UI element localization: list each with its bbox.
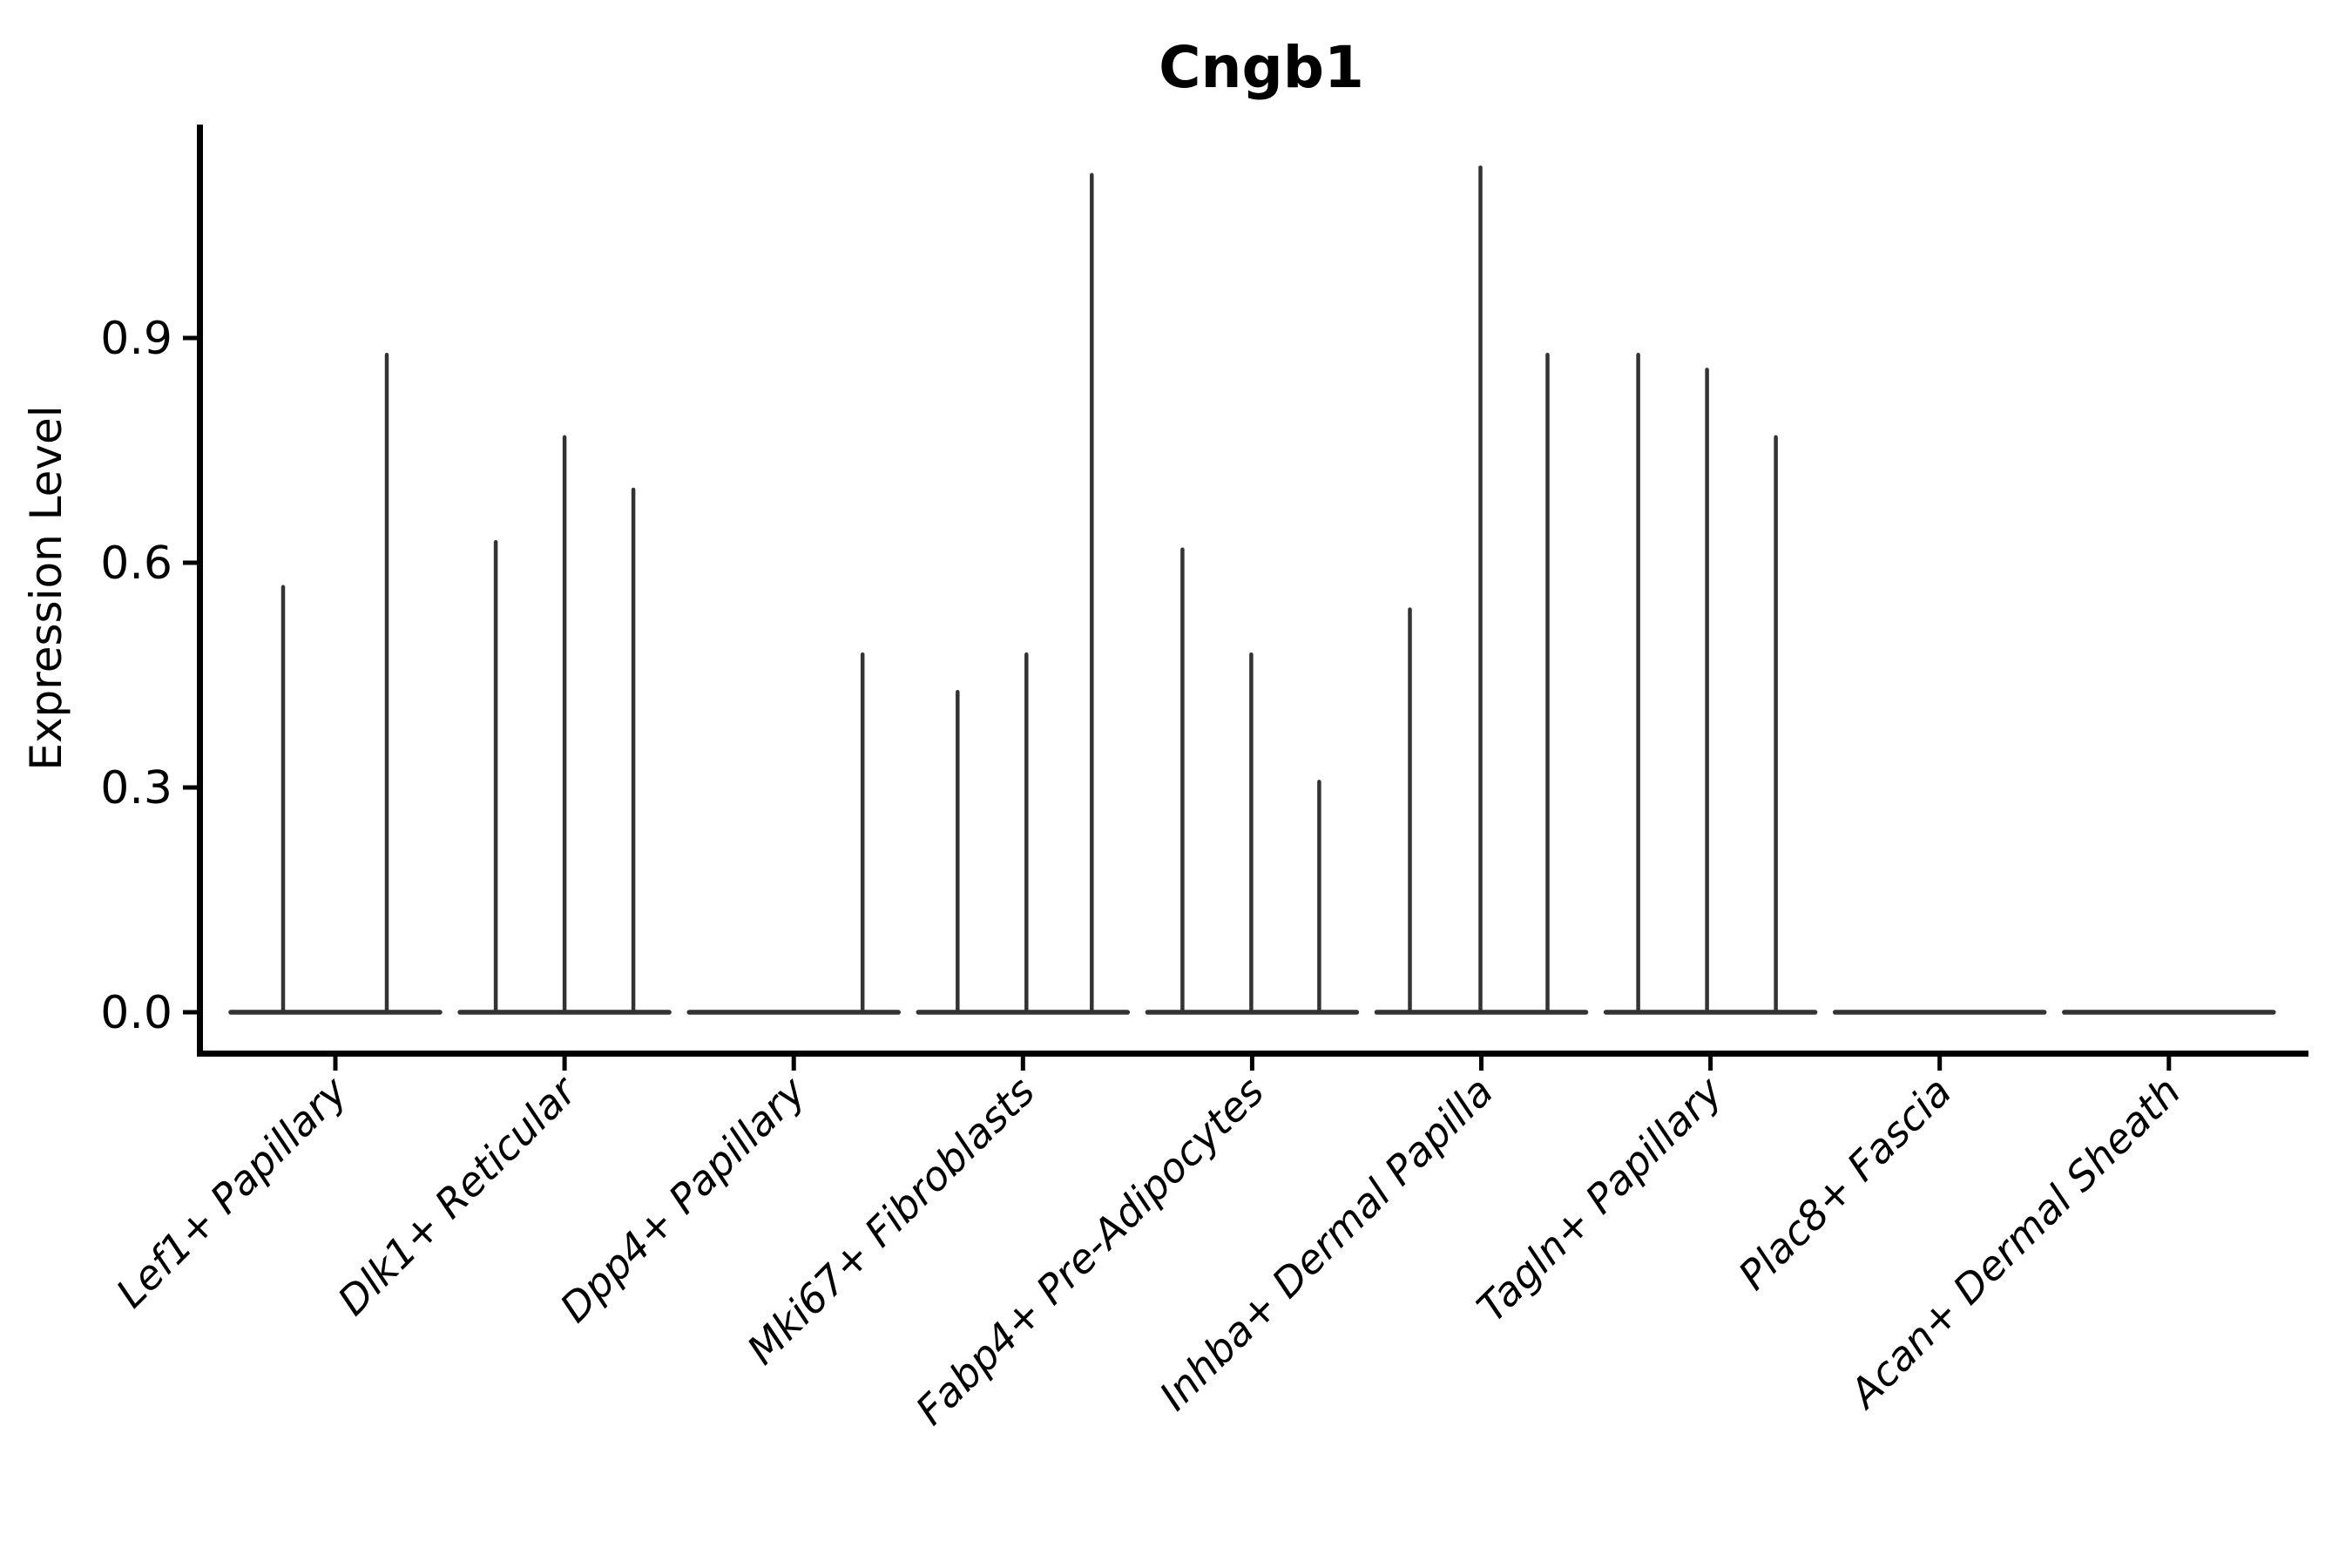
y-axis: 0.0 0.3 0.6 0.9 bbox=[100, 313, 197, 1039]
y-axis-label: Expression Level bbox=[21, 405, 71, 770]
violin-group bbox=[916, 172, 1131, 1015]
violin-group bbox=[1145, 547, 1360, 1015]
violin-group bbox=[1603, 352, 1818, 1015]
x-tick-label: Plac8+ Fascia bbox=[1729, 1068, 1960, 1299]
y-tick-label: 0.0 bbox=[100, 987, 172, 1039]
x-tick-label: Dpp4+ Papillary bbox=[551, 1067, 814, 1331]
y-tick-label: 0.9 bbox=[100, 313, 172, 365]
y-tick-label: 0.3 bbox=[100, 762, 172, 814]
violin-group bbox=[1374, 165, 1589, 1015]
chart-title: Cngb1 bbox=[1159, 34, 1364, 101]
x-tick-label: Tagln+ Papillary bbox=[1468, 1067, 1732, 1331]
violin-group bbox=[686, 652, 901, 1015]
x-tick-label: Dlk1+ Reticular bbox=[328, 1065, 587, 1324]
violin-group bbox=[228, 352, 443, 1015]
x-tick-label: Lef1+ Papillary bbox=[107, 1067, 356, 1316]
violins-layer bbox=[228, 165, 2276, 1015]
y-tick-label: 0.6 bbox=[100, 537, 172, 590]
violin-group bbox=[457, 435, 672, 1015]
